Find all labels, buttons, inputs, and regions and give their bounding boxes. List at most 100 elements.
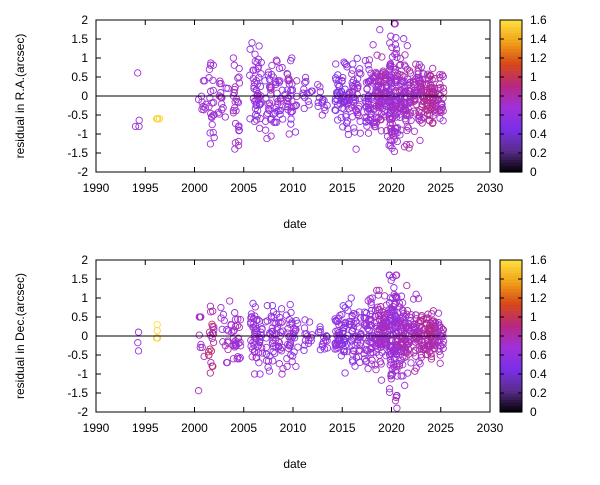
- data-point: [209, 98, 218, 107]
- data-point: [348, 342, 356, 350]
- data-point: [255, 338, 264, 347]
- dec-residual-panel: 1990 1995 2000 2005 2010 2015 2020 2025 2030-2-1…: [13, 253, 547, 471]
- data-point: [262, 343, 271, 352]
- data-point: [267, 132, 275, 140]
- data-point: [336, 330, 344, 339]
- colorbar-band: [500, 408, 522, 413]
- colorbar-band: [500, 332, 522, 337]
- data-point: [273, 57, 281, 66]
- y-tick-label: -1: [77, 127, 88, 141]
- data-point: [407, 359, 415, 367]
- data-point: [437, 323, 445, 332]
- colorbar-band: [500, 80, 522, 84]
- colorbar-band: [500, 35, 522, 40]
- data-points: [134, 271, 448, 412]
- data-point: [262, 350, 271, 358]
- data-point: [210, 326, 218, 334]
- y-tick-label: -1: [77, 367, 88, 381]
- data-point: [258, 349, 267, 357]
- data-point: [262, 334, 270, 342]
- data-point: [369, 41, 377, 49]
- data-point: [367, 360, 376, 368]
- colorbar-band: [500, 153, 522, 157]
- data-point: [196, 313, 204, 321]
- data-point: [366, 105, 374, 113]
- data-point: [305, 336, 313, 344]
- x-tick-label: 2015: [329, 181, 356, 195]
- colorbar-band: [500, 99, 522, 103]
- data-point: [275, 318, 283, 327]
- data-point: [431, 326, 439, 335]
- data-point: [195, 331, 203, 339]
- data-point: [387, 371, 395, 380]
- data-point: [350, 124, 358, 132]
- data-points: [131, 20, 448, 156]
- data-point: [247, 313, 256, 321]
- y-tick-label: 2: [81, 253, 88, 267]
- x-tick-label: 2005: [230, 181, 257, 195]
- data-point: [401, 63, 410, 71]
- data-point: [226, 297, 234, 305]
- colorbar-band: [500, 86, 522, 91]
- data-point: [368, 294, 376, 302]
- data-point: [263, 134, 271, 143]
- data-point: [266, 83, 274, 92]
- colorbar-band: [500, 102, 522, 107]
- data-point: [333, 345, 341, 353]
- data-point: [350, 319, 358, 328]
- y-tick-label: 1: [81, 291, 88, 305]
- data-point: [397, 98, 405, 106]
- data-point: [271, 109, 279, 117]
- data-point: [251, 57, 259, 66]
- data-point: [275, 338, 284, 347]
- colorbar-band: [500, 137, 522, 141]
- data-point: [436, 80, 444, 88]
- data-point: [209, 76, 217, 85]
- data-point: [217, 100, 226, 108]
- data-point: [365, 78, 373, 86]
- data-point: [426, 111, 434, 120]
- data-point: [303, 89, 311, 97]
- data-point: [235, 79, 244, 87]
- data-point: [377, 127, 386, 135]
- data-point: [373, 322, 381, 331]
- data-point: [273, 89, 281, 97]
- data-point: [205, 65, 214, 74]
- data-point: [392, 34, 400, 42]
- data-point: [287, 120, 295, 128]
- data-point: [374, 291, 382, 299]
- data-point: [341, 369, 349, 377]
- data-point: [385, 388, 394, 396]
- x-tick-label: 2030: [477, 421, 504, 435]
- data-point: [261, 318, 270, 326]
- colorbar-band: [500, 317, 522, 321]
- data-point: [385, 322, 393, 331]
- data-point: [223, 326, 231, 334]
- colorbar-band: [500, 105, 522, 110]
- data-point: [233, 355, 241, 363]
- data-point: [272, 330, 281, 338]
- x-tick-label: 1995: [132, 421, 159, 435]
- colorbar-band: [500, 89, 522, 94]
- data-point: [385, 299, 394, 307]
- y-tick-label: 2: [81, 13, 88, 27]
- data-point: [331, 106, 339, 114]
- data-point: [251, 50, 259, 58]
- colorbar-band: [500, 26, 522, 31]
- data-point: [375, 113, 383, 122]
- colorbar-band: [500, 23, 522, 27]
- data-point: [430, 94, 438, 103]
- data-point: [272, 310, 281, 318]
- colorbar-band: [500, 279, 522, 283]
- data-point: [412, 100, 421, 109]
- data-point: [423, 341, 432, 349]
- data-point: [399, 313, 407, 321]
- data-point: [351, 362, 359, 370]
- colorbar-band: [500, 156, 522, 160]
- data-point: [208, 120, 216, 129]
- data-point: [349, 346, 357, 354]
- data-point: [307, 333, 316, 342]
- data-point: [131, 122, 140, 131]
- data-point: [400, 35, 408, 43]
- data-point: [209, 61, 217, 69]
